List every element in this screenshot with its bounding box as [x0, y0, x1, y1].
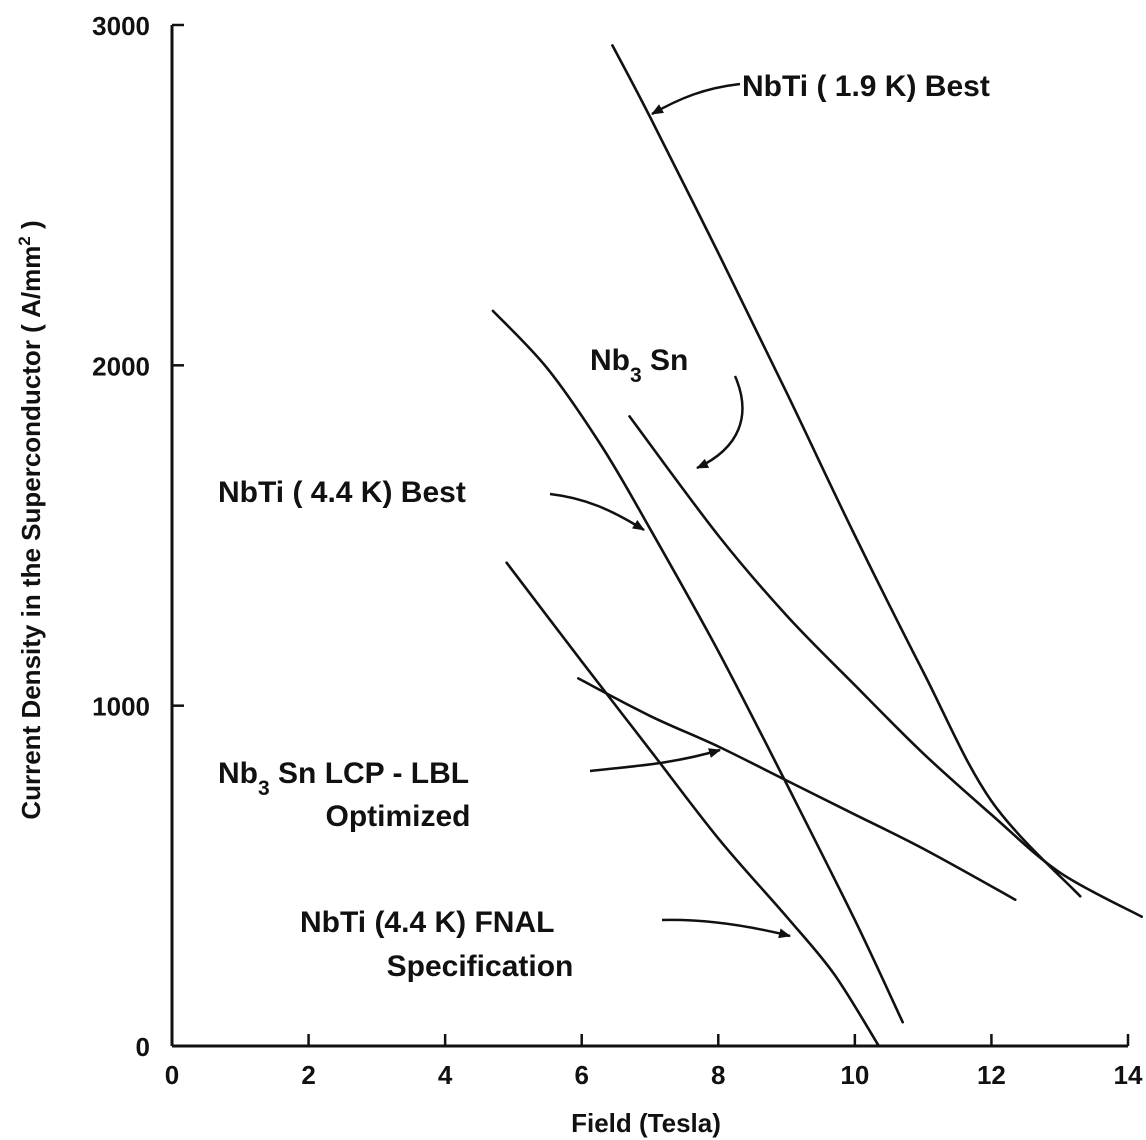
arrow-nb3sn [696, 375, 744, 470]
label-nb3sn-lcp-line2: Optimized [325, 800, 470, 833]
series-line-nb3sn-lcp [577, 677, 1017, 901]
series-line-nb3sn [628, 415, 1143, 918]
x-axis-title: Field (Tesla) [571, 1108, 721, 1138]
annotation-labels: NbTi ( 1.9 K) Best Nb3 Sn NbTi ( 4.4 K) … [218, 70, 990, 983]
label-nbti-fnal: NbTi (4.4 K) FNAL [300, 906, 554, 939]
label-nbti-19: NbTi ( 1.9 K) Best [742, 70, 990, 103]
x-tick-label: 12 [977, 1060, 1006, 1090]
y-tick-label: 3000 [92, 11, 150, 41]
arrow-nb3sn-lcp [589, 748, 721, 773]
y-axis-title: Current Density in the Superconductor ( … [15, 220, 46, 819]
x-tick-label: 4 [438, 1060, 453, 1090]
arrow-nbti-fnal [661, 918, 791, 939]
series-layer [491, 44, 1143, 1048]
label-nb3sn-lcp: Nb3 Sn LCP - LBL [218, 757, 469, 800]
x-tick-label: 14 [1114, 1060, 1143, 1090]
x-tick-label: 8 [711, 1060, 725, 1090]
x-tick-label: 0 [165, 1060, 179, 1090]
ticks: 0 2 4 6 8 10 12 14 0 1000 2000 3000 [92, 11, 1143, 1090]
x-tick-label: 6 [574, 1060, 588, 1090]
arrow-nbti-19 [651, 82, 741, 116]
x-tick-label: 10 [840, 1060, 869, 1090]
series-line-nbti-44-best [491, 309, 904, 1024]
y-tick-label: 1000 [92, 692, 150, 722]
x-tick-label: 2 [301, 1060, 315, 1090]
series-line-nbti-fnal [505, 561, 881, 1048]
label-nb3sn: Nb3 Sn [590, 344, 688, 387]
label-nbti-44-best: NbTi ( 4.4 K) Best [218, 476, 466, 509]
y-tick-label: 0 [136, 1032, 150, 1062]
axes [170, 25, 1128, 1048]
series-line-nbti-19 [611, 44, 1082, 898]
label-nbti-fnal-line2: Specification [387, 950, 574, 983]
annotation-arrows [549, 82, 791, 939]
y-tick-label: 2000 [92, 351, 150, 381]
arrow-nbti-44-best [549, 492, 645, 532]
